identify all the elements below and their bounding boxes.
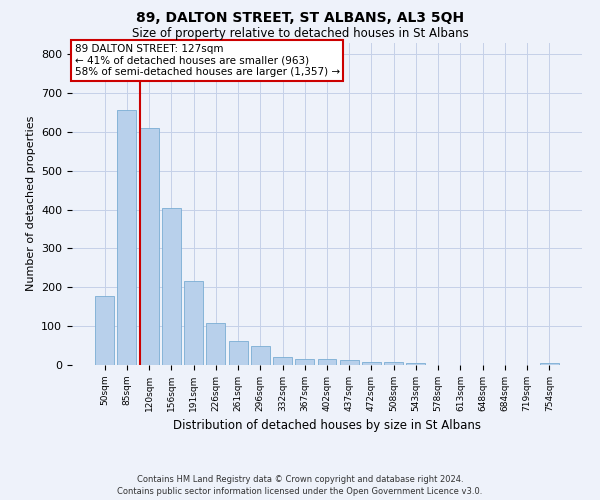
Bar bbox=[184, 282, 203, 365]
Bar bbox=[362, 362, 381, 365]
Bar bbox=[384, 362, 403, 365]
Bar bbox=[273, 357, 292, 365]
Bar bbox=[95, 296, 114, 365]
Bar bbox=[295, 359, 314, 365]
Bar bbox=[140, 128, 158, 365]
Bar bbox=[162, 208, 181, 365]
Bar bbox=[251, 346, 270, 365]
Bar bbox=[118, 110, 136, 365]
Text: Contains HM Land Registry data © Crown copyright and database right 2024.
Contai: Contains HM Land Registry data © Crown c… bbox=[118, 474, 482, 496]
Bar bbox=[229, 340, 248, 365]
Bar bbox=[340, 360, 359, 365]
Y-axis label: Number of detached properties: Number of detached properties bbox=[26, 116, 35, 292]
Text: 89, DALTON STREET, ST ALBANS, AL3 5QH: 89, DALTON STREET, ST ALBANS, AL3 5QH bbox=[136, 11, 464, 25]
Bar bbox=[317, 359, 337, 365]
Bar bbox=[206, 322, 225, 365]
Text: Size of property relative to detached houses in St Albans: Size of property relative to detached ho… bbox=[131, 26, 469, 40]
Bar bbox=[540, 363, 559, 365]
X-axis label: Distribution of detached houses by size in St Albans: Distribution of detached houses by size … bbox=[173, 420, 481, 432]
Text: 89 DALTON STREET: 127sqm
← 41% of detached houses are smaller (963)
58% of semi-: 89 DALTON STREET: 127sqm ← 41% of detach… bbox=[74, 44, 340, 78]
Bar bbox=[406, 362, 425, 365]
